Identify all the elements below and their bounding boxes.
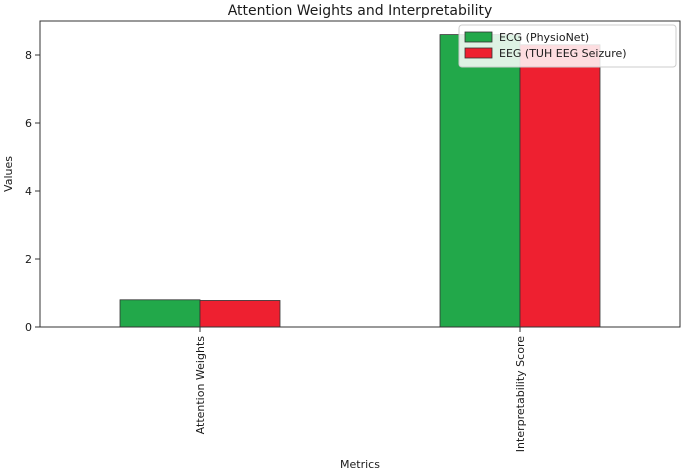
bars-group (119, 34, 601, 328)
y-tick-label: 6 (25, 117, 32, 130)
chart-title: Attention Weights and Interpretability (228, 3, 493, 19)
x-axis-label: Metrics (340, 458, 380, 471)
x-tick-label: Interpretability Score (514, 336, 527, 452)
y-axis-label: Values (2, 156, 15, 192)
legend-swatch (464, 31, 493, 43)
y-tick-label: 4 (25, 185, 32, 198)
bar-eeg-1 (519, 44, 601, 328)
y-tick-label: 0 (25, 321, 32, 334)
legend-box (458, 24, 677, 68)
legend-label: EEG (TUH EEG Seizure) (499, 47, 627, 60)
bar-ecg-0 (119, 299, 201, 328)
bar-eeg-0 (199, 300, 281, 328)
plot-area-frame (39, 20, 681, 328)
x-axis-ticks: Attention Weights Interpretability Score (194, 327, 527, 452)
bar-ecg-1 (439, 34, 521, 328)
legend-swatch (464, 47, 493, 59)
y-tick-label: 8 (25, 49, 32, 62)
legend-label: ECG (PhysioNet) (499, 31, 589, 44)
y-tick-label: 2 (25, 253, 32, 266)
y-axis-ticks: 0 2 4 6 8 (25, 49, 40, 334)
x-tick-label: Attention Weights (194, 336, 207, 435)
legend: ECG (PhysioNet) EEG (TUH EEG Seizure) (458, 24, 677, 68)
